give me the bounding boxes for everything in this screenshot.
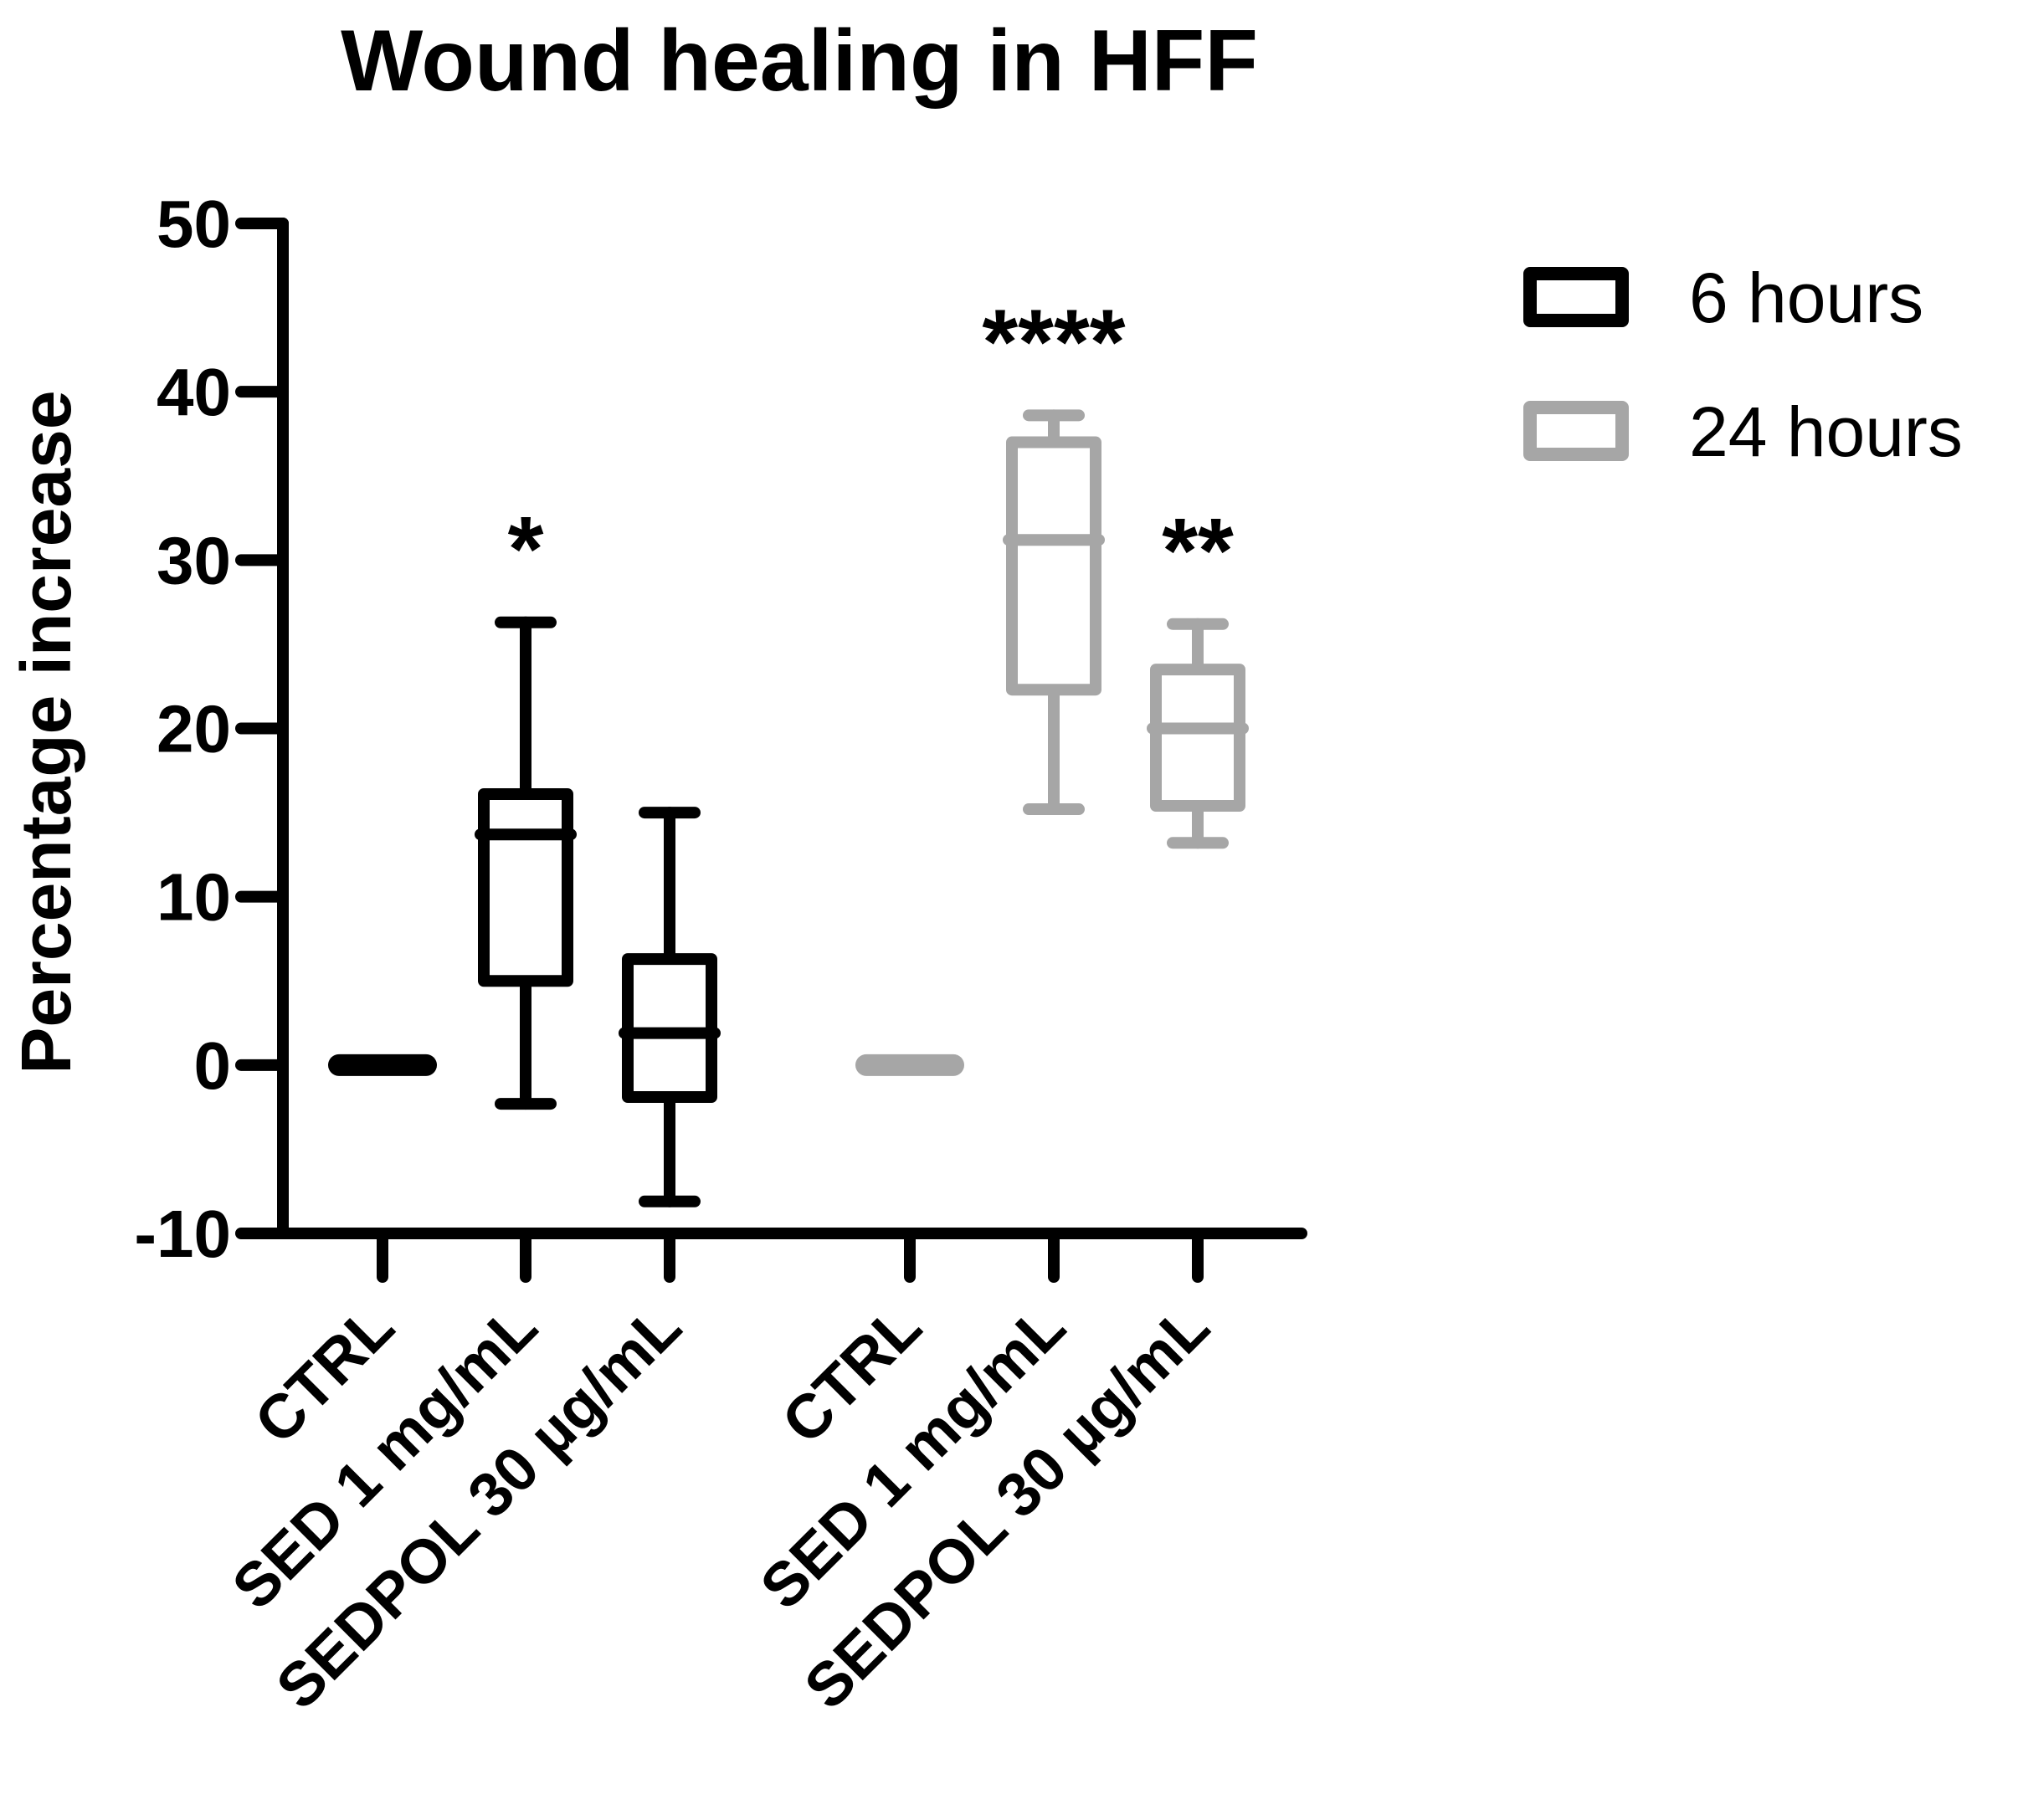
- y-axis-label: Percentage increase: [7, 390, 85, 1074]
- legend: 6 hours 24 hours: [1523, 259, 1963, 471]
- y-tick-label: 0: [194, 1028, 232, 1103]
- y-tick-label: 10: [157, 860, 231, 935]
- box-iqr: [478, 787, 573, 987]
- legend-label: 24 hours: [1689, 392, 1963, 471]
- y-axis-ticks: 50 40 30 20 10 0 -10: [134, 187, 289, 1271]
- box-iqr: [1006, 436, 1101, 696]
- y-tick-label: 50: [157, 187, 231, 261]
- box-0-SED 1 mg/mL: *: [475, 498, 577, 1110]
- y-tick-label: 30: [157, 523, 231, 597]
- box-1-SEDPOL 30 µg/mL: **: [1147, 500, 1249, 849]
- legend-swatch: [1523, 401, 1629, 461]
- significance-marker: **: [1162, 500, 1234, 602]
- legend-item: 6 hours: [1523, 259, 1923, 337]
- significance-marker: ****: [982, 290, 1125, 393]
- y-tick-label: 40: [157, 355, 231, 429]
- significance-marker: *: [508, 498, 544, 601]
- box-series: *******: [328, 290, 1249, 1207]
- box-0-SEDPOL 30 µg/mL: [619, 807, 721, 1207]
- legend-item: 24 hours: [1523, 392, 1963, 471]
- box-iqr: [1150, 664, 1245, 813]
- chart-title: Wound healing in HFF: [341, 13, 1258, 110]
- legend-swatch: [1523, 267, 1629, 327]
- box-1-SED 1 mg/mL: ****: [982, 290, 1126, 816]
- y-tick-label: -10: [134, 1197, 231, 1271]
- legend-label: 6 hours: [1689, 259, 1923, 337]
- y-tick-label: 20: [157, 692, 231, 766]
